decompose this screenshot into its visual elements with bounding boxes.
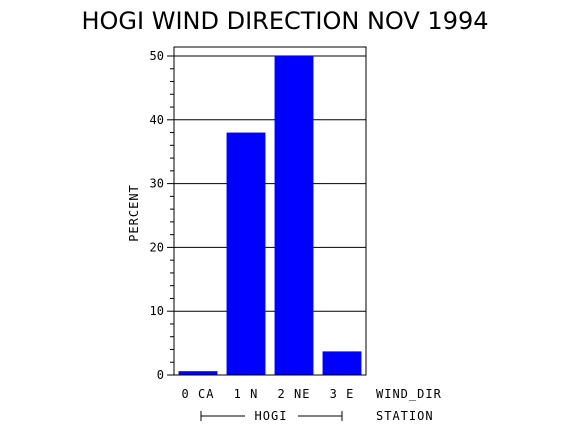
x-axis-label: WIND_DIR [376, 387, 442, 401]
group-axis-label: STATION [376, 409, 434, 423]
bar [226, 132, 266, 375]
gridlines [174, 55, 366, 312]
group-label: HOGI [255, 409, 288, 423]
y-tick-label: 50 [150, 49, 164, 63]
group-bracket: HOGI [200, 409, 343, 423]
x-category-label: 2 NE [278, 387, 311, 401]
bar [322, 351, 362, 375]
x-category-label: 0 CA [182, 387, 215, 401]
chart-title: HOGI WIND DIRECTION NOV 1994 [81, 7, 488, 35]
y-ticks: 0 10 20 30 40 50 [150, 49, 174, 382]
bars [178, 56, 362, 375]
bar [274, 56, 314, 375]
axes [173, 46, 367, 376]
y-tick-label: 40 [150, 113, 164, 127]
y-tick-label: 0 [157, 368, 164, 382]
y-tick-label: 10 [150, 304, 164, 318]
y-axis-label: PERCENT [127, 184, 141, 242]
bar [178, 371, 218, 375]
y-tick-label: 30 [150, 177, 164, 191]
x-category-label: 3 E [330, 387, 355, 401]
plot-frame [173, 46, 367, 376]
x-labels: 0 CA 1 N 2 NE 3 E [182, 387, 355, 401]
y-tick-label: 20 [150, 240, 164, 254]
x-category-label: 1 N [234, 387, 259, 401]
